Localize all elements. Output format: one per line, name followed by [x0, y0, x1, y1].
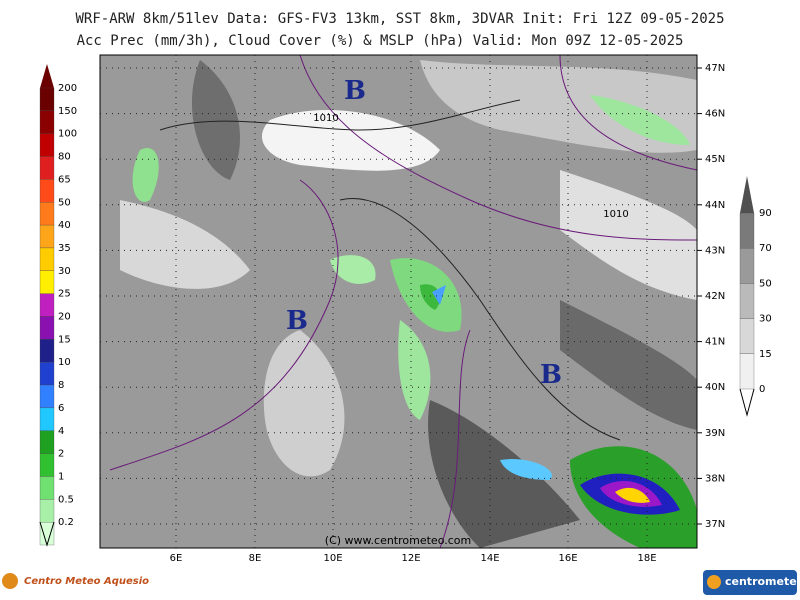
- lon-label: 12E: [401, 553, 420, 564]
- legend-label: 50: [759, 278, 772, 289]
- lat-label: 47N: [705, 63, 725, 74]
- legend-swatch: [39, 133, 55, 157]
- legend-label: 6: [58, 403, 64, 414]
- cloud-legend: 90 70 50 30 15 0: [739, 176, 772, 417]
- right-logo: centrometeo: [703, 570, 800, 595]
- lat-label: 39N: [705, 428, 725, 439]
- logo-text: Centro Meteo Aquesio: [24, 576, 149, 587]
- lon-label: 10E: [323, 553, 342, 564]
- legend-swatch: [39, 316, 55, 340]
- pressure-center: B: [344, 76, 366, 106]
- legend-tip: [740, 176, 754, 213]
- lon-label: 14E: [480, 553, 499, 564]
- pressure-center: B: [286, 306, 308, 336]
- legend-label: 100: [58, 129, 77, 140]
- legend-swatch: [739, 353, 755, 390]
- legend-swatch: [39, 362, 55, 386]
- legend-swatch: [39, 270, 55, 294]
- legend-label: 0.5: [58, 494, 74, 505]
- legend-label: 70: [759, 243, 772, 254]
- legend-tip: [40, 64, 54, 88]
- legend-tail: [39, 521, 55, 547]
- lat-label: 46N: [705, 109, 725, 120]
- legend-label: 4: [58, 426, 64, 437]
- lat-label: 42N: [705, 291, 725, 302]
- legend-label: 0.2: [58, 517, 74, 528]
- legend-label: 30: [58, 266, 71, 277]
- graticule: 6E 8E 10E 12E 14E 16E 18E 47N 46N 45N 44N 43N 42N 41N…: [100, 55, 725, 564]
- precip-legend: 200 150 100 80 65 50 40 35 30 25 20 15 10 8 6 4 2 1 0.5 0.2: [39, 64, 77, 547]
- legend-swatch: [39, 522, 55, 546]
- legend-swatch: [39, 247, 55, 271]
- legend-label: 50: [58, 197, 71, 208]
- subtitle-line: Acc Prec (mm/3h), Cloud Cover (%) & MSLP…: [77, 33, 684, 49]
- pressure-center: B: [540, 360, 562, 390]
- map: B B B 1010 1010 (C) www.centrometeo.com: [99, 54, 698, 549]
- lat-label: 40N: [705, 382, 725, 393]
- legend-swatch: [739, 248, 755, 284]
- legend-label: 0: [759, 384, 765, 395]
- isobar-label: 1010: [313, 113, 338, 124]
- left-logo: Centro Meteo Aquesio: [2, 573, 149, 589]
- logo-text: centrometeo: [725, 575, 800, 588]
- lat-label: 43N: [705, 245, 725, 256]
- legend-swatch: [739, 283, 755, 319]
- legend-swatch: [39, 156, 55, 180]
- title-line: WRF-ARW 8km/51lev Data: GFS-FV3 13km, SS…: [75, 11, 724, 27]
- legend-swatch: [39, 430, 55, 454]
- lon-label: 18E: [637, 553, 656, 564]
- legend-swatch: [39, 179, 55, 203]
- isobar-label: 1010: [603, 209, 628, 220]
- legend-swatch: [39, 87, 55, 112]
- legend-swatch: [39, 384, 55, 409]
- lat-label: 45N: [705, 154, 725, 165]
- lat-label: 41N: [705, 337, 725, 348]
- legend-label: 90: [759, 208, 772, 219]
- lat-label: 38N: [705, 473, 725, 484]
- legend-label: 10: [58, 357, 71, 368]
- legend-swatch: [39, 110, 55, 134]
- legend-swatch: [39, 499, 55, 523]
- legend-swatch: [39, 224, 55, 249]
- lat-label: 37N: [705, 519, 725, 530]
- legend-label: 40: [58, 220, 71, 231]
- legend-swatch: [39, 339, 55, 363]
- lon-label: 8E: [249, 553, 262, 564]
- legend-swatch: [39, 453, 55, 477]
- copyright: (C) www.centrometeo.com: [325, 534, 471, 547]
- legend-label: 30: [759, 314, 772, 325]
- legend-label: 80: [58, 152, 71, 163]
- lon-label: 16E: [558, 553, 577, 564]
- legend-label: 15: [759, 349, 772, 360]
- legend-label: 200: [58, 83, 77, 94]
- legend-label: 65: [58, 174, 71, 185]
- legend-swatch: [39, 407, 55, 431]
- legend-label: 25: [58, 289, 71, 300]
- lat-label: 44N: [705, 200, 725, 211]
- legend-swatch: [39, 293, 55, 317]
- legend-label: 8: [58, 380, 64, 391]
- legend-swatch: [739, 318, 755, 354]
- legend-swatch: [39, 476, 55, 500]
- legend-label: 2: [58, 449, 64, 460]
- legend-tail: [739, 388, 755, 417]
- legend-label: 150: [58, 106, 77, 117]
- legend-swatch: [39, 202, 55, 226]
- legend-label: 1: [58, 471, 64, 482]
- legend-swatch: [739, 212, 755, 249]
- legend-label: 15: [58, 334, 71, 345]
- legend-label: 20: [58, 312, 71, 323]
- legend-label: 35: [58, 243, 71, 254]
- lon-label: 6E: [170, 553, 183, 564]
